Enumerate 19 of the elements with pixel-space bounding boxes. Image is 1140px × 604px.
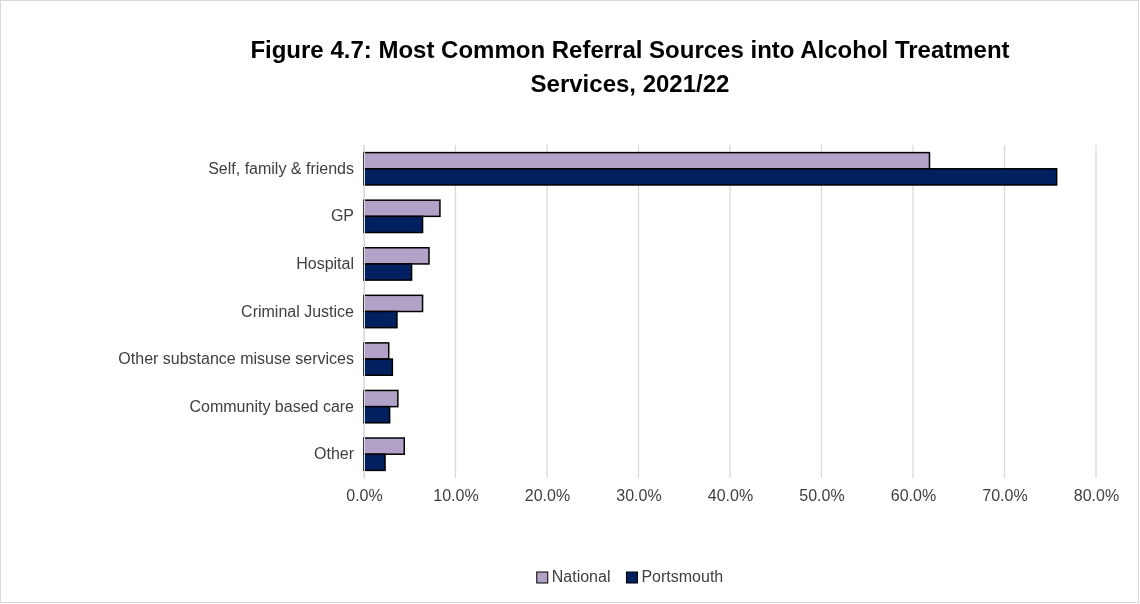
chart-title: Figure 4.7: Most Common Referral Sources into Alcohol Treatment Services, 2021/22 xyxy=(250,36,1010,97)
legend-label: Portsmouth xyxy=(641,568,724,585)
y-tick-label: GP xyxy=(330,207,354,225)
y-tick-label: Self, family & friends xyxy=(208,159,354,177)
y-tick-label: Criminal Justice xyxy=(241,302,355,320)
x-tick-label: 50.0% xyxy=(799,487,845,505)
x-tick-label: 30.0% xyxy=(616,487,662,505)
x-tick-label: 0.0% xyxy=(346,487,383,505)
y-tick-label: Other substance misuse services xyxy=(118,350,354,368)
x-tick-label: 60.0% xyxy=(890,487,937,505)
y-tick-label: Hospital xyxy=(296,255,354,273)
legend-label: National xyxy=(551,568,611,585)
x-tick-label: 70.0% xyxy=(982,487,1028,505)
x-tick-label: 40.0% xyxy=(707,487,754,505)
x-tick-label: 10.0% xyxy=(433,487,479,505)
x-tick-label: 20.0% xyxy=(524,487,571,505)
x-tick-label: 80.0% xyxy=(1073,487,1120,505)
y-tick-label: Community based care xyxy=(189,397,355,415)
y-tick-label: Other xyxy=(313,445,355,463)
